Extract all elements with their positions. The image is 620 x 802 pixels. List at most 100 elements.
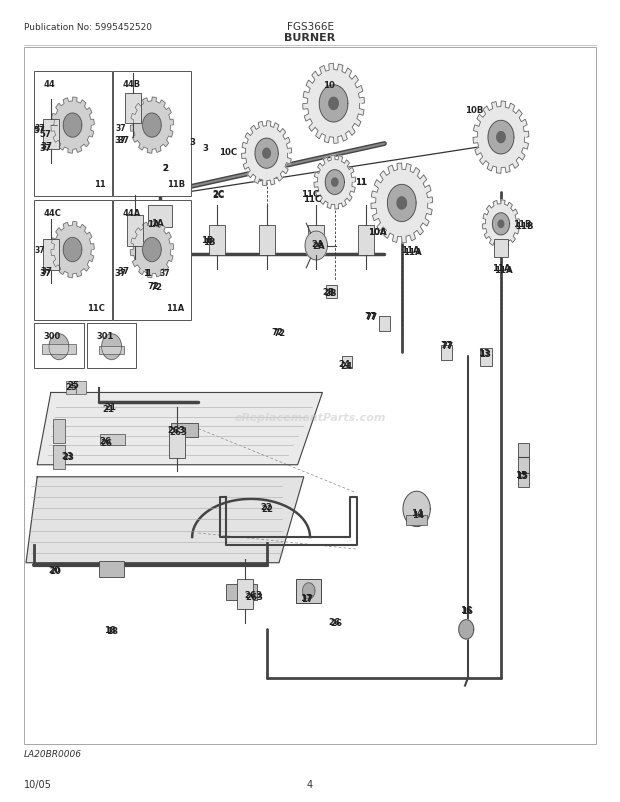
Bar [226,584,257,600]
Text: 2B: 2B [325,289,337,298]
Text: 2B: 2B [322,287,335,297]
Text: 11B: 11B [167,180,185,188]
Polygon shape [51,98,94,154]
Text: 11B: 11B [515,221,533,231]
Polygon shape [403,492,430,527]
Text: 37: 37 [160,268,171,277]
Polygon shape [459,620,474,639]
Text: 24: 24 [338,359,350,369]
Bar [237,579,253,610]
Text: 10B: 10B [465,106,484,115]
Polygon shape [303,64,365,144]
Polygon shape [143,114,161,138]
Polygon shape [263,149,270,159]
Bar [259,225,275,256]
Text: 1A: 1A [151,218,163,228]
Text: 37: 37 [116,124,126,133]
Text: 77: 77 [441,342,454,351]
Polygon shape [326,171,344,195]
Polygon shape [492,213,510,236]
Text: 44B: 44B [123,80,141,89]
Polygon shape [303,583,315,599]
Bar [358,225,374,256]
Text: 2A: 2A [311,240,324,249]
Text: 26: 26 [330,618,342,628]
Text: 77: 77 [366,313,378,322]
Bar [169,427,185,458]
Text: 26: 26 [329,617,341,626]
Text: 21: 21 [102,404,115,414]
Text: 14: 14 [412,510,424,520]
Polygon shape [305,232,327,261]
Text: 26: 26 [99,436,112,446]
Text: 17: 17 [301,594,313,604]
Bar [34,323,84,369]
Text: 37: 37 [35,245,45,255]
Text: 10C: 10C [219,148,237,157]
Text: 11C: 11C [303,194,321,204]
Text: 1A: 1A [148,220,160,229]
Polygon shape [51,222,94,278]
Text: 16: 16 [460,605,472,614]
Text: 37: 37 [39,268,51,277]
Text: 37: 37 [115,268,127,277]
Text: 11C: 11C [301,189,319,199]
Text: 18: 18 [104,625,117,634]
Bar [148,205,172,228]
Text: 11: 11 [94,180,105,188]
Text: 11A: 11A [494,265,513,275]
Text: 57: 57 [33,125,45,135]
Text: 1: 1 [143,268,149,277]
Text: 25: 25 [65,382,78,391]
Bar [24,48,596,744]
Polygon shape [332,179,338,187]
Text: 37: 37 [40,141,53,151]
Bar [100,435,125,446]
Text: 44C: 44C [43,209,61,217]
Bar [34,72,112,196]
Polygon shape [37,393,322,465]
Text: 11: 11 [355,177,367,187]
Text: 11C: 11C [87,304,105,313]
Text: eReplacementParts.com: eReplacementParts.com [234,412,386,422]
Text: 57: 57 [39,129,51,139]
Polygon shape [473,102,529,174]
Bar [441,346,452,360]
Text: 2C: 2C [213,191,225,200]
Text: 3: 3 [189,138,195,148]
Bar [43,119,59,150]
Text: Publication No: 5995452520: Publication No: 5995452520 [24,22,151,32]
Polygon shape [482,200,520,249]
Polygon shape [388,185,416,222]
Text: 37: 37 [118,136,130,145]
Text: 263: 263 [244,590,262,600]
Text: 10A: 10A [368,228,386,237]
Bar [326,286,337,298]
Polygon shape [242,122,291,186]
Bar [42,345,76,354]
Text: 1: 1 [144,268,151,277]
Text: 37: 37 [40,266,53,276]
Text: 37: 37 [115,136,127,145]
Text: 72: 72 [150,282,162,292]
Text: 13: 13 [477,348,490,358]
Text: 17: 17 [299,593,312,602]
Bar [99,346,124,354]
Text: 10: 10 [322,81,335,91]
Text: 20: 20 [50,566,62,576]
Text: 11A: 11A [492,263,510,273]
Bar [87,323,136,369]
Polygon shape [63,114,82,138]
Bar [66,382,76,395]
Text: 72: 72 [273,328,285,338]
Bar [125,94,141,124]
Polygon shape [329,98,339,111]
Text: 37: 37 [35,124,45,133]
Bar [113,72,191,196]
Bar [494,240,508,257]
Text: 11A: 11A [403,248,422,257]
Text: 301: 301 [96,331,113,340]
Polygon shape [459,620,474,639]
Polygon shape [319,86,348,123]
Text: 72: 72 [148,282,160,291]
